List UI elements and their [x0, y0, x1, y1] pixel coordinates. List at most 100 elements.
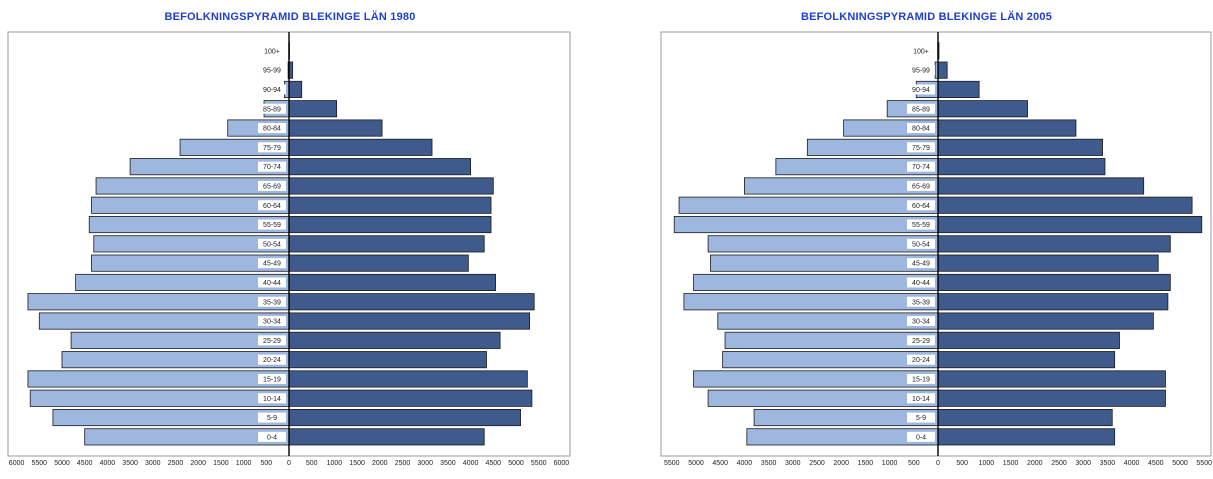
- age-label-bg: [907, 296, 935, 307]
- bar-right-30-34: [937, 312, 1154, 330]
- bar-right-95-99: [937, 61, 948, 79]
- x-tick-label: 500: [956, 460, 968, 467]
- bar-right-65-69: [288, 177, 494, 195]
- bar-right-45-49: [937, 254, 1159, 272]
- bar-right-20-24: [288, 351, 487, 369]
- age-label-bg: [907, 180, 935, 191]
- bar-left-15-19: [693, 370, 939, 388]
- pyramid-chart-1980: BEFOLKNINGSPYRAMID BLEKINGE LÄN 1980 0-4…: [0, 0, 580, 479]
- age-label: 55-59: [263, 222, 281, 229]
- bar-right-65-69: [937, 177, 1145, 195]
- x-tick-label: 500: [908, 460, 920, 467]
- bar-right-85-89: [937, 100, 1028, 118]
- age-label-bg: [907, 258, 935, 269]
- bar-right-50-54: [937, 235, 1171, 253]
- bar-left-35-39: [27, 293, 290, 311]
- age-label: 90-94: [263, 87, 281, 94]
- bar-right-60-64: [288, 196, 492, 214]
- age-label-bg: [258, 373, 286, 384]
- x-tick-label: 2000: [372, 460, 388, 467]
- pyramid-plot-2005: 0-4 5-9 10-14 15-19 20-24 25-29 30-34 35-39 40-4…: [660, 31, 1212, 467]
- age-label: 90-94: [912, 87, 930, 94]
- bar-left-30-34: [38, 312, 290, 330]
- age-label-bg: [258, 354, 286, 365]
- age-label-bg: [258, 65, 286, 76]
- age-label-bg: [907, 219, 935, 230]
- age-label-bg: [258, 103, 286, 114]
- x-tick-label: 5000: [54, 460, 70, 467]
- age-label-bg: [907, 65, 935, 76]
- bar-right-30-34: [288, 312, 531, 330]
- age-label: 10-14: [263, 396, 281, 403]
- x-tick-label: 5000: [1172, 460, 1188, 467]
- age-label: 100+: [264, 48, 280, 55]
- age-label-bg: [907, 431, 935, 442]
- x-tick-label: 2500: [395, 460, 411, 467]
- bar-right-50-54: [288, 235, 485, 253]
- age-label-bg: [258, 335, 286, 346]
- age-label-bg: [907, 123, 935, 134]
- bar-right-20-24: [937, 351, 1116, 369]
- age-label: 100+: [913, 48, 929, 55]
- bar-left-35-39: [683, 293, 939, 311]
- x-tick-label: 3500: [122, 460, 138, 467]
- age-label-bg: [258, 142, 286, 153]
- age-label-bg: [258, 219, 286, 230]
- age-label-bg: [258, 431, 286, 442]
- age-label: 65-69: [263, 183, 281, 190]
- bar-left-50-54: [707, 235, 939, 253]
- x-tick-label: 1500: [349, 460, 365, 467]
- bar-right-90-94: [288, 80, 303, 99]
- age-label-bg: [258, 238, 286, 249]
- age-label-bg: [907, 373, 935, 384]
- age-label: 15-19: [912, 376, 930, 383]
- age-label-bg: [258, 161, 286, 172]
- x-tick-label: 1000: [979, 460, 995, 467]
- age-label: 25-29: [263, 338, 281, 345]
- age-label: 55-59: [912, 222, 930, 229]
- bar-right-55-59: [937, 215, 1203, 234]
- x-tick-label: 4500: [486, 460, 502, 467]
- age-label: 10-14: [912, 396, 930, 403]
- bar-left-15-19: [27, 370, 290, 388]
- pyramid-chart-2005: BEFOLKNINGSPYRAMID BLEKINGE LÄN 2005 0-4…: [640, 0, 1213, 479]
- age-label-bg: [907, 412, 935, 423]
- x-tick-label: 5500: [1196, 460, 1212, 467]
- age-label-bg: [258, 180, 286, 191]
- x-tick-label: 2000: [833, 460, 849, 467]
- bar-right-60-64: [937, 196, 1193, 214]
- x-tick-label: 2000: [190, 460, 206, 467]
- x-tick-label: 4000: [1124, 460, 1140, 467]
- bar-right-25-29: [288, 331, 501, 349]
- x-tick-label: 2000: [1027, 460, 1043, 467]
- x-tick-label: 3000: [785, 460, 801, 467]
- pyramid-plot-1980: 0-4 5-9 10-14 15-19 20-24 25-29 30-34 35-39 40-4…: [7, 31, 571, 467]
- age-label: 70-74: [912, 164, 930, 171]
- bar-left-5-9: [52, 408, 290, 427]
- bar-right-0-4: [937, 428, 1116, 446]
- age-label-bg: [907, 335, 935, 346]
- age-label: 40-44: [912, 280, 930, 287]
- x-tick-label: 0: [287, 460, 291, 467]
- age-label-bg: [258, 277, 286, 288]
- age-label: 60-64: [263, 203, 281, 210]
- x-tick-label: 3000: [145, 460, 161, 467]
- age-label-bg: [907, 161, 935, 172]
- x-tick-label: 5000: [508, 460, 524, 467]
- age-label: 65-69: [912, 183, 930, 190]
- age-label-bg: [907, 393, 935, 404]
- x-tick-label: 4500: [77, 460, 93, 467]
- age-label: 85-89: [912, 106, 930, 113]
- age-label-bg: [258, 45, 286, 56]
- bar-left-60-64: [678, 196, 939, 214]
- x-tick-label: 5500: [664, 460, 680, 467]
- x-tick-label: 4500: [712, 460, 728, 467]
- x-tick-label: 4000: [737, 460, 753, 467]
- age-label: 5-9: [916, 415, 926, 422]
- bar-right-0-4: [288, 428, 485, 446]
- bar-right-80-84: [288, 119, 383, 137]
- bar-left-20-24: [722, 351, 939, 369]
- age-label: 75-79: [263, 145, 281, 152]
- age-label-bg: [258, 258, 286, 269]
- bar-right-70-74: [937, 158, 1106, 176]
